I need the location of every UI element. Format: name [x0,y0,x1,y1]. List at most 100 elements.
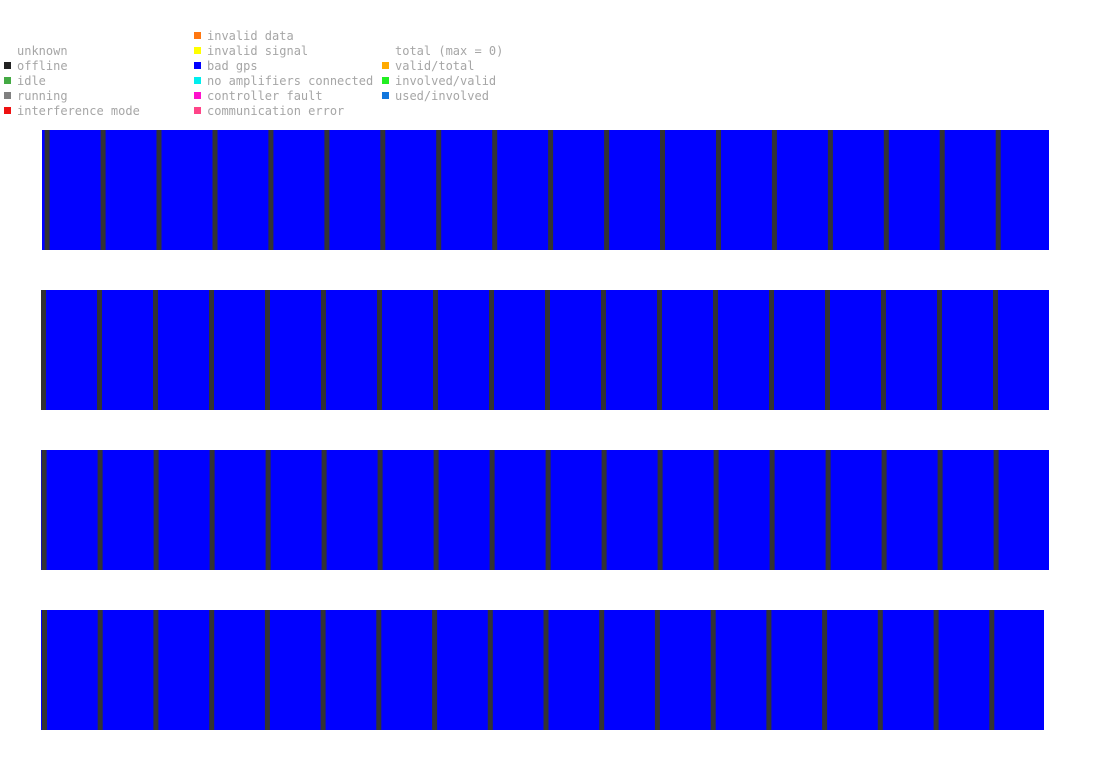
strip-divider [716,130,721,250]
status-strip [41,610,1044,730]
legend-swatch [194,107,201,114]
legend-label: bad gps [207,59,258,73]
legend-label: no amplifiers connected [207,74,374,88]
strip-divider [432,610,438,730]
strip-divider [881,290,886,410]
strip-divider [995,130,1001,250]
strip-divider [212,130,218,250]
strip-divider [545,290,550,410]
status-strip [42,130,1049,250]
legend-label: interference mode [17,104,140,118]
strip-divider [44,130,50,250]
strip-divider [993,450,999,570]
strip-divider [604,130,610,250]
strip-divider [376,610,382,730]
legend-swatch [194,77,201,84]
legend-label: communication error [207,104,345,118]
strip-divider [42,610,47,730]
strip-divider [156,130,162,250]
strip-divider [321,290,326,410]
strip-divider [654,610,660,730]
strip-fill [41,450,1049,570]
strip-divider [601,450,607,570]
legend-swatch [194,32,201,39]
strip-divider [657,450,663,570]
legend-label: valid/total [395,59,475,73]
legend-label: invalid signal [207,44,309,58]
legend-label: invalid data [207,29,294,43]
strip-divider [320,610,326,730]
strip-divider [41,290,46,410]
legend-label: running [17,89,68,103]
strip-divider [881,450,887,570]
status-strip [41,450,1049,570]
strip-divider [265,290,270,410]
strip-divider [543,610,549,730]
legend-swatch [4,62,11,69]
strip-divider [766,610,772,730]
strip-fill [42,130,1049,250]
strip-divider [153,610,159,730]
strip-divider [827,130,833,250]
legend-label: unknown [17,44,68,58]
strip-divider [771,130,777,250]
strip-divider [883,130,889,250]
legend-swatch [382,62,389,69]
legend-swatch [194,92,201,99]
legend-label: idle [17,74,46,88]
strip-divider [939,130,945,250]
legend-swatch [4,77,11,84]
strip-divider [937,450,943,570]
strip-divider [153,290,158,410]
strip-divider [599,610,605,730]
strip-divider [487,610,493,730]
legend-swatch [194,47,201,54]
strip-divider [710,610,716,730]
strip-divider [380,130,386,250]
strip-divider [489,290,494,410]
legend-label: offline [17,59,68,73]
strip-divider [769,450,775,570]
strip-divider [209,290,214,410]
legend-swatch [382,92,389,99]
strip-divider [153,450,159,570]
strip-divider [436,130,442,250]
strip-divider [877,610,883,730]
strip-divider [769,290,774,410]
strip-divider [324,130,330,250]
strip-divider [377,290,382,410]
strip-divider [97,610,103,730]
strip-divider [713,290,718,410]
legend-label: total (max = 0) [395,44,504,58]
strip-divider [41,450,47,570]
strip-divider [657,290,662,410]
strip-divider [825,450,831,570]
legend: unknown offline idle running interference mo… [0,0,520,125]
strip-divider [937,290,942,410]
strip-divider [989,610,995,730]
legend-label: involved/valid [395,74,497,88]
strip-divider [433,290,438,410]
strip-divider [265,450,271,570]
strip-divider [548,130,554,250]
legend-swatch [4,107,11,114]
legend-swatch [4,92,11,99]
strip-divider [713,450,719,570]
strip-divider [100,130,106,250]
legend-swatch [382,77,389,84]
strip-divider [209,450,215,570]
strip-divider [545,450,551,570]
strip-divider [660,130,665,250]
strip-divider [97,290,102,410]
strip-divider [264,610,270,730]
strip-fill [41,610,1044,730]
strip-divider [825,290,830,410]
strip-divider [97,450,103,570]
strip-divider [321,450,327,570]
strip-divider [492,130,498,250]
strip-divider [268,130,274,250]
strip-divider [433,450,439,570]
strip-divider [822,610,828,730]
strip-divider [933,610,939,730]
